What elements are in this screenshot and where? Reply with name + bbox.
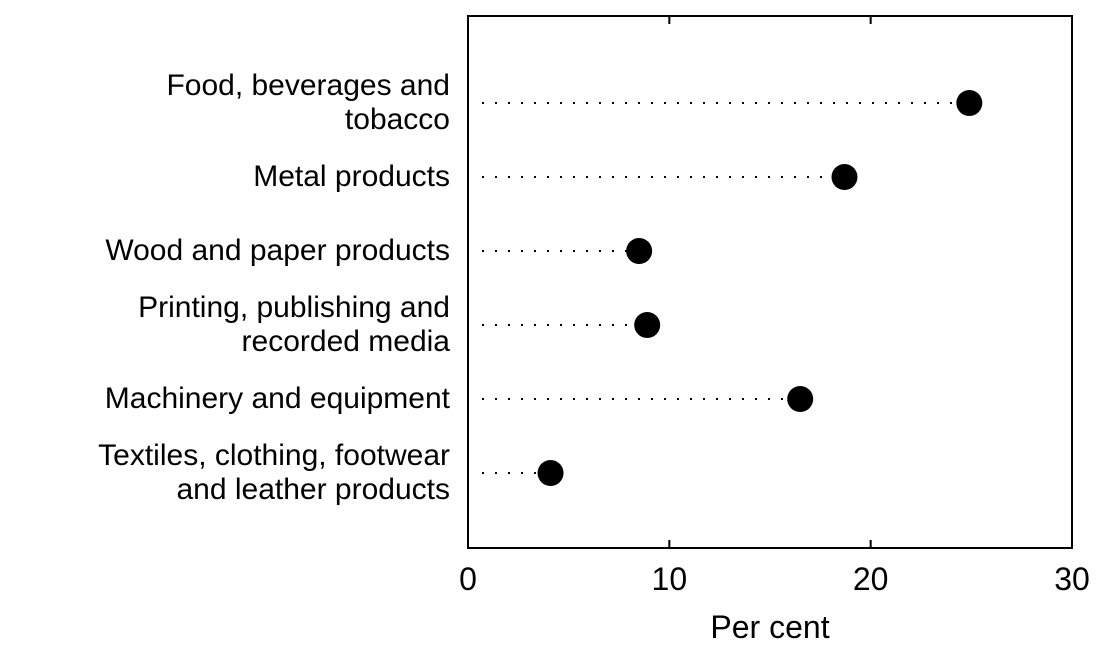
y-tick-label: Food, beverages and tobacco	[166, 69, 450, 136]
dot	[626, 238, 653, 264]
y-tick-label: Machinery and equipment	[104, 382, 450, 415]
x-tick-label: 10	[652, 561, 688, 597]
plot-frame	[467, 15, 1073, 549]
dot	[537, 460, 564, 486]
y-tick-label: Wood and paper products	[105, 234, 450, 267]
dot	[831, 164, 858, 190]
x-tick-label: 30	[1054, 561, 1090, 597]
y-tick-label: Printing, publishing and recorded media	[138, 291, 450, 358]
x-tick-label: 20	[853, 561, 889, 597]
dot	[634, 312, 661, 338]
dot	[956, 90, 983, 116]
x-tick-label: 0	[459, 561, 477, 597]
y-tick-label: Metal products	[253, 160, 450, 193]
y-tick-label: Textiles, clothing, footwear and leather…	[98, 439, 450, 506]
dot	[787, 386, 814, 412]
x-axis-label: Per cent	[710, 609, 829, 645]
